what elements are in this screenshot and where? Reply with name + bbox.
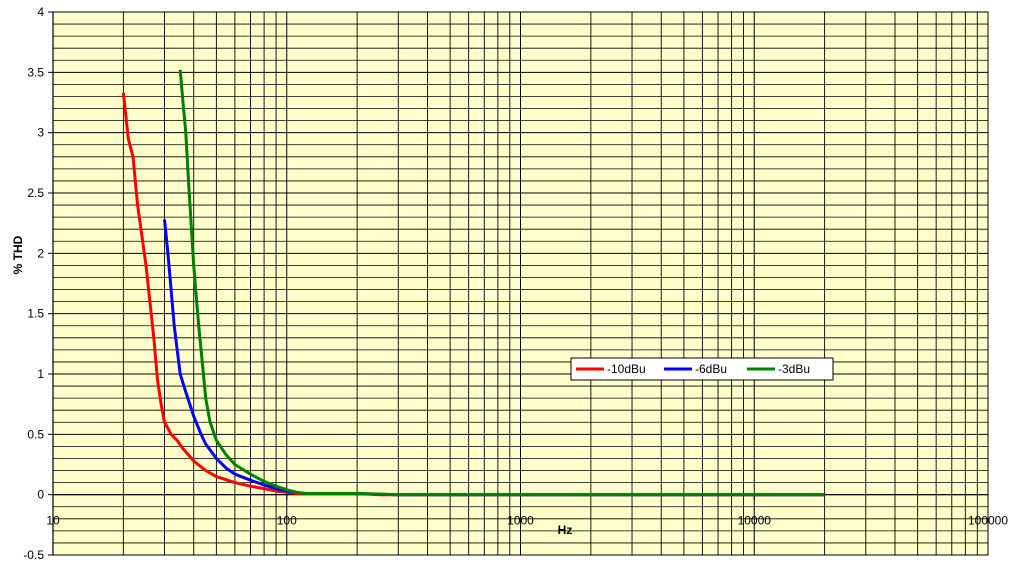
y-tick-label: 0.5: [27, 427, 44, 441]
legend-label-3dbu: -3dBu: [778, 362, 810, 376]
y-tick-label: 2: [37, 246, 44, 260]
y-tick-label: 0: [37, 488, 44, 502]
y-tick-label: 3.5: [27, 65, 44, 79]
x-axis-label: Hz: [558, 523, 573, 537]
y-tick-label: 1: [37, 367, 44, 381]
x-tick-label: 1000: [507, 514, 534, 528]
x-tick-label: 10000: [738, 514, 772, 528]
y-axis-label: % THD: [11, 235, 25, 274]
series-line-3dbu: [178, 69, 825, 497]
y-tick-label: 2.5: [27, 186, 44, 200]
x-tick-label: 10: [46, 514, 60, 528]
tick-labels: -0.5 0 0.5 1 1.5 2 2.5 3 3.5 4 10 100 1000 10000 10000…: [23, 5, 1008, 562]
legend-box: [570, 357, 834, 381]
legend-label-6dbu: -6dBu: [695, 362, 727, 376]
x-tick-label: 100000: [968, 514, 1008, 528]
legend-label-10dbu: -10dBu: [607, 362, 646, 376]
y-tick-label: 1.5: [27, 307, 44, 321]
y-tick-label: 4: [37, 5, 44, 19]
x-tick-label: 100: [277, 514, 297, 528]
series-lines: [121, 69, 825, 497]
y-tick-label: 3: [37, 126, 44, 140]
y-tick-label: -0.5: [23, 548, 44, 562]
legend: -10dBu -6dBu -3dBu: [570, 357, 834, 381]
